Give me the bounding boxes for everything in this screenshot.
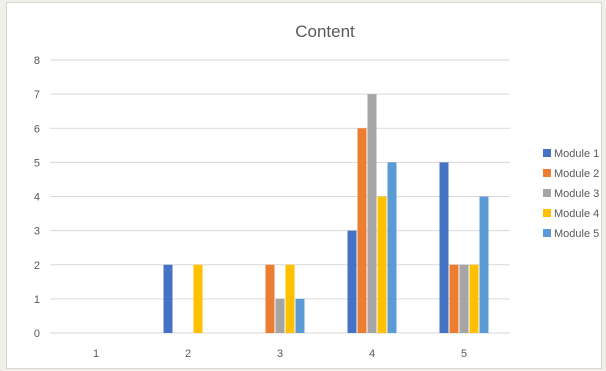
bar — [387, 162, 397, 333]
legend-label: Module 5 — [554, 228, 599, 240]
bar — [357, 128, 367, 333]
y-tick-label: 6 — [34, 123, 40, 135]
y-tick-label: 7 — [34, 89, 40, 101]
x-tick-label: 2 — [185, 348, 191, 360]
bar — [439, 162, 449, 333]
bar — [285, 264, 295, 333]
bar — [367, 94, 377, 333]
bar — [469, 264, 479, 333]
bar — [449, 264, 459, 333]
bar — [377, 196, 387, 333]
y-tick-label: 2 — [34, 260, 40, 272]
gridlines — [50, 59, 510, 334]
bar — [275, 298, 285, 333]
bar — [347, 230, 357, 333]
bar — [459, 264, 469, 333]
legend-label: Module 3 — [554, 188, 599, 200]
bar — [295, 298, 305, 333]
x-tick-label: 4 — [369, 348, 375, 360]
bar — [479, 196, 489, 333]
y-tick-label: 8 — [34, 55, 40, 67]
bar — [265, 264, 275, 333]
legend-swatch — [543, 169, 551, 177]
legend-swatch — [543, 149, 551, 157]
y-tick-label: 0 — [34, 328, 40, 340]
bars — [163, 94, 489, 333]
legend: Module 1 Module 2 Module 3 Module 4 Module 5 — [543, 148, 599, 240]
x-tick-label: 5 — [461, 348, 467, 360]
bar — [193, 264, 203, 333]
x-tick-label: 1 — [93, 348, 99, 360]
legend-label: Module 2 — [554, 168, 599, 180]
x-axis-ticks: 1 2 3 4 5 — [93, 348, 467, 360]
legend-label: Module 1 — [554, 148, 599, 160]
chart-title: Content — [295, 22, 355, 41]
legend-swatch — [543, 209, 551, 217]
y-tick-label: 3 — [34, 226, 40, 238]
x-tick-label: 3 — [277, 348, 283, 360]
y-tick-label: 4 — [34, 192, 40, 204]
legend-swatch — [543, 229, 551, 237]
y-tick-label: 1 — [34, 294, 40, 306]
legend-swatch — [543, 189, 551, 197]
y-axis-ticks: 0 1 2 3 4 5 6 7 8 — [34, 55, 40, 340]
legend-label: Module 4 — [554, 208, 599, 220]
y-tick-label: 5 — [34, 157, 40, 169]
bar — [163, 264, 173, 333]
